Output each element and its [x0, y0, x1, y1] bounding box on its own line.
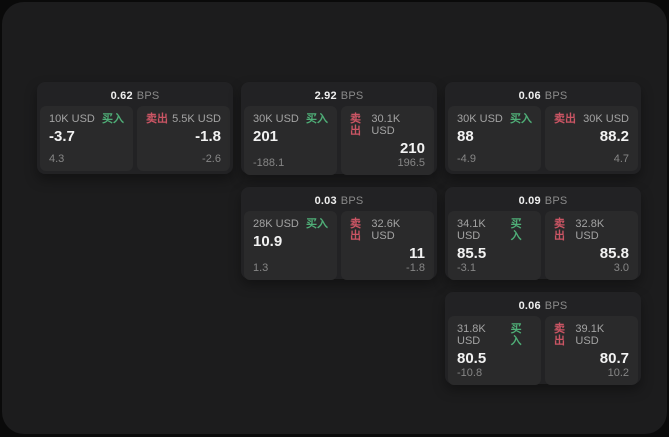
sell-panel[interactable]: 卖出 32.6K USD 11 -1.8	[341, 211, 434, 280]
sell-panel[interactable]: 卖出 30K USD 88.2 4.7	[545, 106, 638, 171]
buy-price: 88	[457, 128, 474, 145]
spread-value: 2.92	[314, 89, 337, 102]
buy-panel[interactable]: 30K USD 买入 201 -188.1	[244, 106, 337, 175]
quote-panels: 10K USD 买入 -3.7 4.3 卖出 5.5K USD -1.8 -2.…	[40, 106, 230, 171]
buy-label: 买入	[306, 113, 328, 125]
quote-panels: 30K USD 买入 201 -188.1 卖出 30.1K USD 210 1…	[244, 106, 434, 175]
buy-amount: 10K USD	[49, 113, 95, 125]
spread-value: 0.09	[518, 194, 541, 207]
buy-change: 1.3	[253, 262, 269, 274]
spread-header: 0.09 BPS	[448, 190, 638, 211]
buy-price: -3.7	[49, 128, 75, 145]
spread-header: 0.06 BPS	[448, 85, 638, 106]
spread-value: 0.06	[518, 89, 541, 102]
quote-grid: 0.62 BPS 10K USD 买入 -3.7 4.3 卖出 5.5K USD	[37, 82, 641, 385]
buy-change: -3.1	[457, 262, 476, 274]
spread-header: 0.62 BPS	[40, 85, 230, 106]
spread-unit: BPS	[544, 89, 568, 102]
quote-card: 0.03 BPS 28K USD 买入 10.9 1.3 卖出 32.6K US…	[241, 187, 437, 280]
spread-value: 0.06	[518, 299, 541, 312]
sell-amount: 39.1K USD	[575, 323, 605, 347]
sell-label: 卖出	[350, 113, 361, 137]
buy-price: 201	[253, 128, 279, 145]
sell-price: 85.8	[599, 245, 629, 262]
buy-amount: 28K USD	[253, 218, 299, 230]
spread-value: 0.03	[314, 194, 337, 207]
quote-card: 0.06 BPS 31.8K USD 买入 80.5 -10.8 卖出 39.1…	[445, 292, 641, 385]
buy-price: 10.9	[253, 233, 283, 250]
quote-card: 2.92 BPS 30K USD 买入 201 -188.1 卖出 30.1K …	[241, 82, 437, 175]
sell-amount: 5.5K USD	[172, 113, 221, 125]
buy-label: 买入	[510, 218, 522, 242]
buy-amount: 34.1K USD	[457, 218, 486, 242]
spread-unit: BPS	[136, 89, 160, 102]
buy-change: 4.3	[49, 153, 65, 165]
quote-card: 0.06 BPS 30K USD 买入 88 -4.9 卖出 30K USD	[445, 82, 641, 174]
buy-panel[interactable]: 34.1K USD 买入 85.5 -3.1	[448, 211, 541, 280]
sell-panel[interactable]: 卖出 39.1K USD 80.7 10.2	[545, 316, 638, 385]
sell-change: 196.5	[397, 157, 425, 169]
quote-card: 0.62 BPS 10K USD 买入 -3.7 4.3 卖出 5.5K USD	[37, 82, 233, 174]
buy-label: 买入	[306, 218, 328, 230]
sell-panel[interactable]: 卖出 30.1K USD 210 196.5	[341, 106, 434, 175]
spread-unit: BPS	[544, 194, 568, 207]
sell-label: 卖出	[554, 113, 576, 125]
sell-change: -2.6	[202, 153, 221, 165]
buy-panel[interactable]: 28K USD 买入 10.9 1.3	[244, 211, 337, 280]
sell-change: 3.0	[613, 262, 629, 274]
buy-label: 买入	[510, 323, 522, 347]
buy-amount: 30K USD	[253, 113, 299, 125]
spread-header: 0.03 BPS	[244, 190, 434, 211]
quote-panels: 34.1K USD 买入 85.5 -3.1 卖出 32.8K USD 85.8…	[448, 211, 638, 280]
sell-amount: 30K USD	[583, 113, 629, 125]
sell-price: -1.8	[195, 128, 221, 145]
buy-change: -4.9	[457, 153, 476, 165]
buy-label: 买入	[102, 113, 124, 125]
sell-label: 卖出	[554, 323, 565, 347]
spread-unit: BPS	[544, 299, 568, 312]
buy-price: 80.5	[457, 350, 487, 367]
buy-panel[interactable]: 30K USD 买入 88 -4.9	[448, 106, 541, 171]
sell-label: 卖出	[350, 218, 361, 242]
sell-change: -1.8	[406, 262, 425, 274]
sell-amount: 32.6K USD	[371, 218, 401, 242]
quote-card: 0.09 BPS 34.1K USD 买入 85.5 -3.1 卖出 32.8K…	[445, 187, 641, 280]
sell-price: 88.2	[599, 128, 629, 145]
spread-value: 0.62	[110, 89, 133, 102]
sell-price: 11	[409, 245, 425, 262]
buy-panel[interactable]: 31.8K USD 买入 80.5 -10.8	[448, 316, 541, 385]
sell-amount: 32.8K USD	[575, 218, 605, 242]
sell-price: 210	[399, 140, 425, 157]
buy-change: -188.1	[253, 157, 285, 169]
sell-label: 卖出	[554, 218, 565, 242]
buy-label: 买入	[510, 113, 532, 125]
quote-panels: 31.8K USD 买入 80.5 -10.8 卖出 39.1K USD 80.…	[448, 316, 638, 385]
quote-panels: 30K USD 买入 88 -4.9 卖出 30K USD 88.2 4.7	[448, 106, 638, 171]
sell-change: 4.7	[613, 153, 629, 165]
sell-change: 10.2	[607, 367, 629, 379]
spread-header: 2.92 BPS	[244, 85, 434, 106]
sell-panel[interactable]: 卖出 5.5K USD -1.8 -2.6	[137, 106, 230, 171]
quote-panels: 28K USD 买入 10.9 1.3 卖出 32.6K USD 11 -1.8	[244, 211, 434, 280]
buy-amount: 31.8K USD	[457, 323, 486, 347]
buy-amount: 30K USD	[457, 113, 503, 125]
spread-header: 0.06 BPS	[448, 295, 638, 316]
sell-panel[interactable]: 卖出 32.8K USD 85.8 3.0	[545, 211, 638, 280]
spread-unit: BPS	[340, 194, 364, 207]
sell-amount: 30.1K USD	[371, 113, 401, 137]
sell-label: 卖出	[146, 113, 168, 125]
buy-change: -10.8	[457, 367, 483, 379]
buy-panel[interactable]: 10K USD 买入 -3.7 4.3	[40, 106, 133, 171]
sell-price: 80.7	[599, 350, 629, 367]
buy-price: 85.5	[457, 245, 487, 262]
spread-unit: BPS	[340, 89, 364, 102]
